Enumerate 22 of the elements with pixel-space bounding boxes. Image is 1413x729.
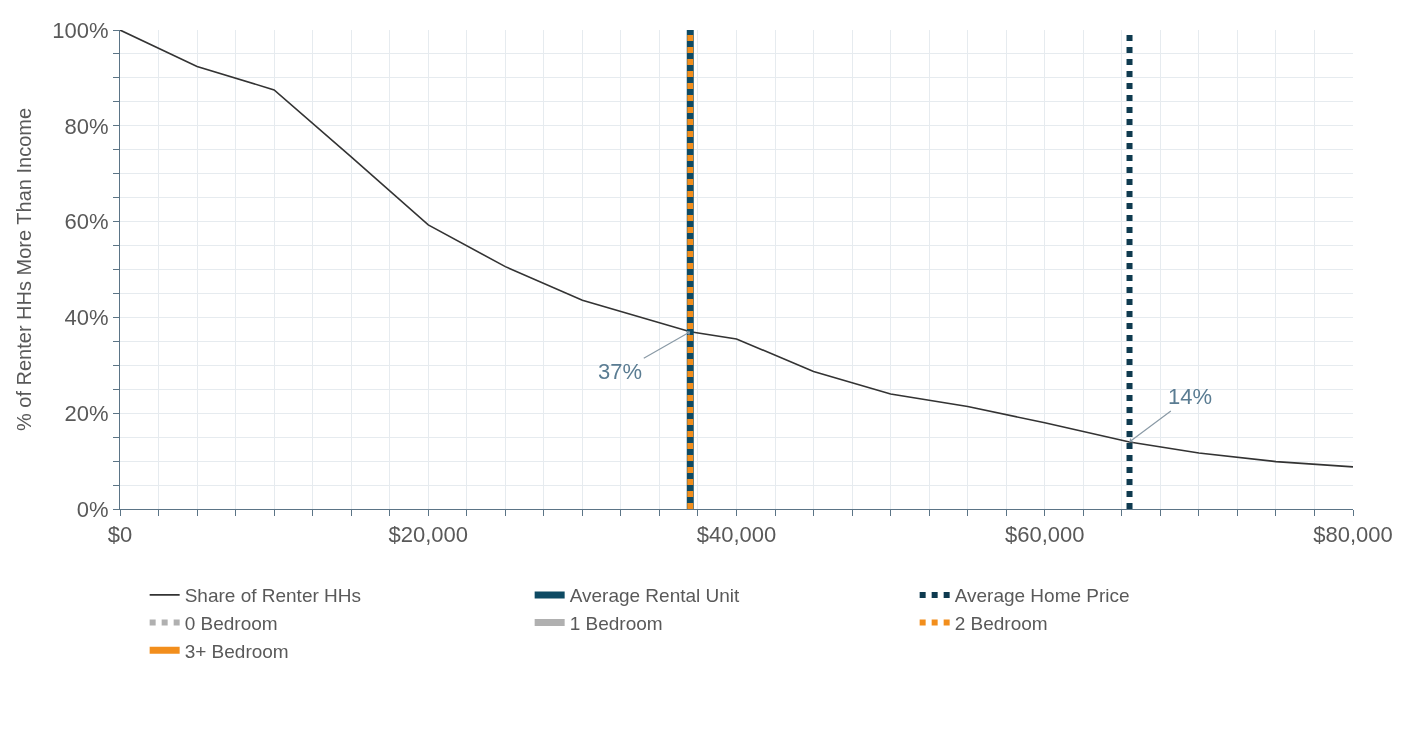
y-tick-label: 20% [64,400,109,426]
annotation: 14% [1168,384,1213,409]
line-series [120,30,1353,468]
legend-label: Share of Renter HHs [184,585,362,607]
x-tick-label: $60,000 [1004,522,1085,548]
text: 0 Bedroom [184,613,278,635]
y-tick-label: 100% [52,17,109,43]
y-tick-label: 80% [64,113,109,139]
y-axis-title: % of Renter HHs More Than Income [12,107,35,432]
y-tick-label: 40% [64,305,109,331]
x-tick-label: $40,000 [696,522,777,548]
y-tick-label: 60% [64,209,109,235]
text: 1 Bedroom [569,613,663,635]
x-tick-label: $20,000 [388,522,469,548]
x-tick-label: $0 [107,522,133,548]
legend-label: Average Rental Unit [569,585,741,607]
x-tick-label: $80,000 [1313,522,1393,548]
text: 3+ Bedroom [184,640,289,662]
annotation: 37% [598,359,643,384]
y-tick-label: 0% [76,496,109,522]
legend-label: 2 Bedroom [954,613,1048,635]
legend-label: Average Home Price [954,585,1130,607]
